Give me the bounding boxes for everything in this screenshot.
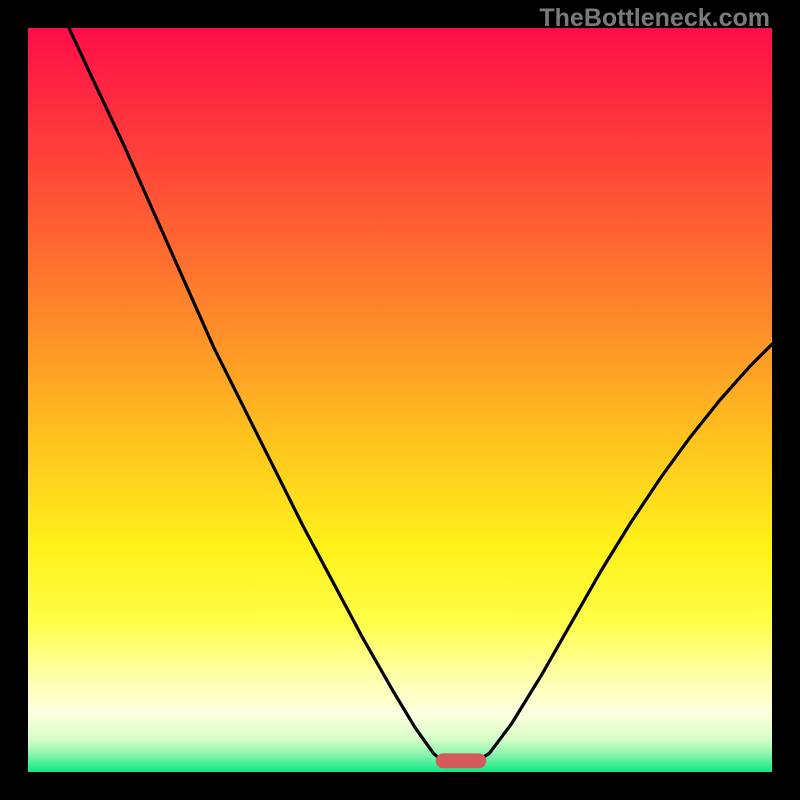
optimal-range-marker bbox=[436, 753, 487, 768]
plot-area bbox=[28, 28, 772, 772]
chart-root: TheBottleneck.com bbox=[0, 0, 800, 800]
gradient-background bbox=[28, 28, 772, 772]
chart-svg bbox=[28, 28, 772, 772]
watermark-text: TheBottleneck.com bbox=[539, 4, 770, 33]
